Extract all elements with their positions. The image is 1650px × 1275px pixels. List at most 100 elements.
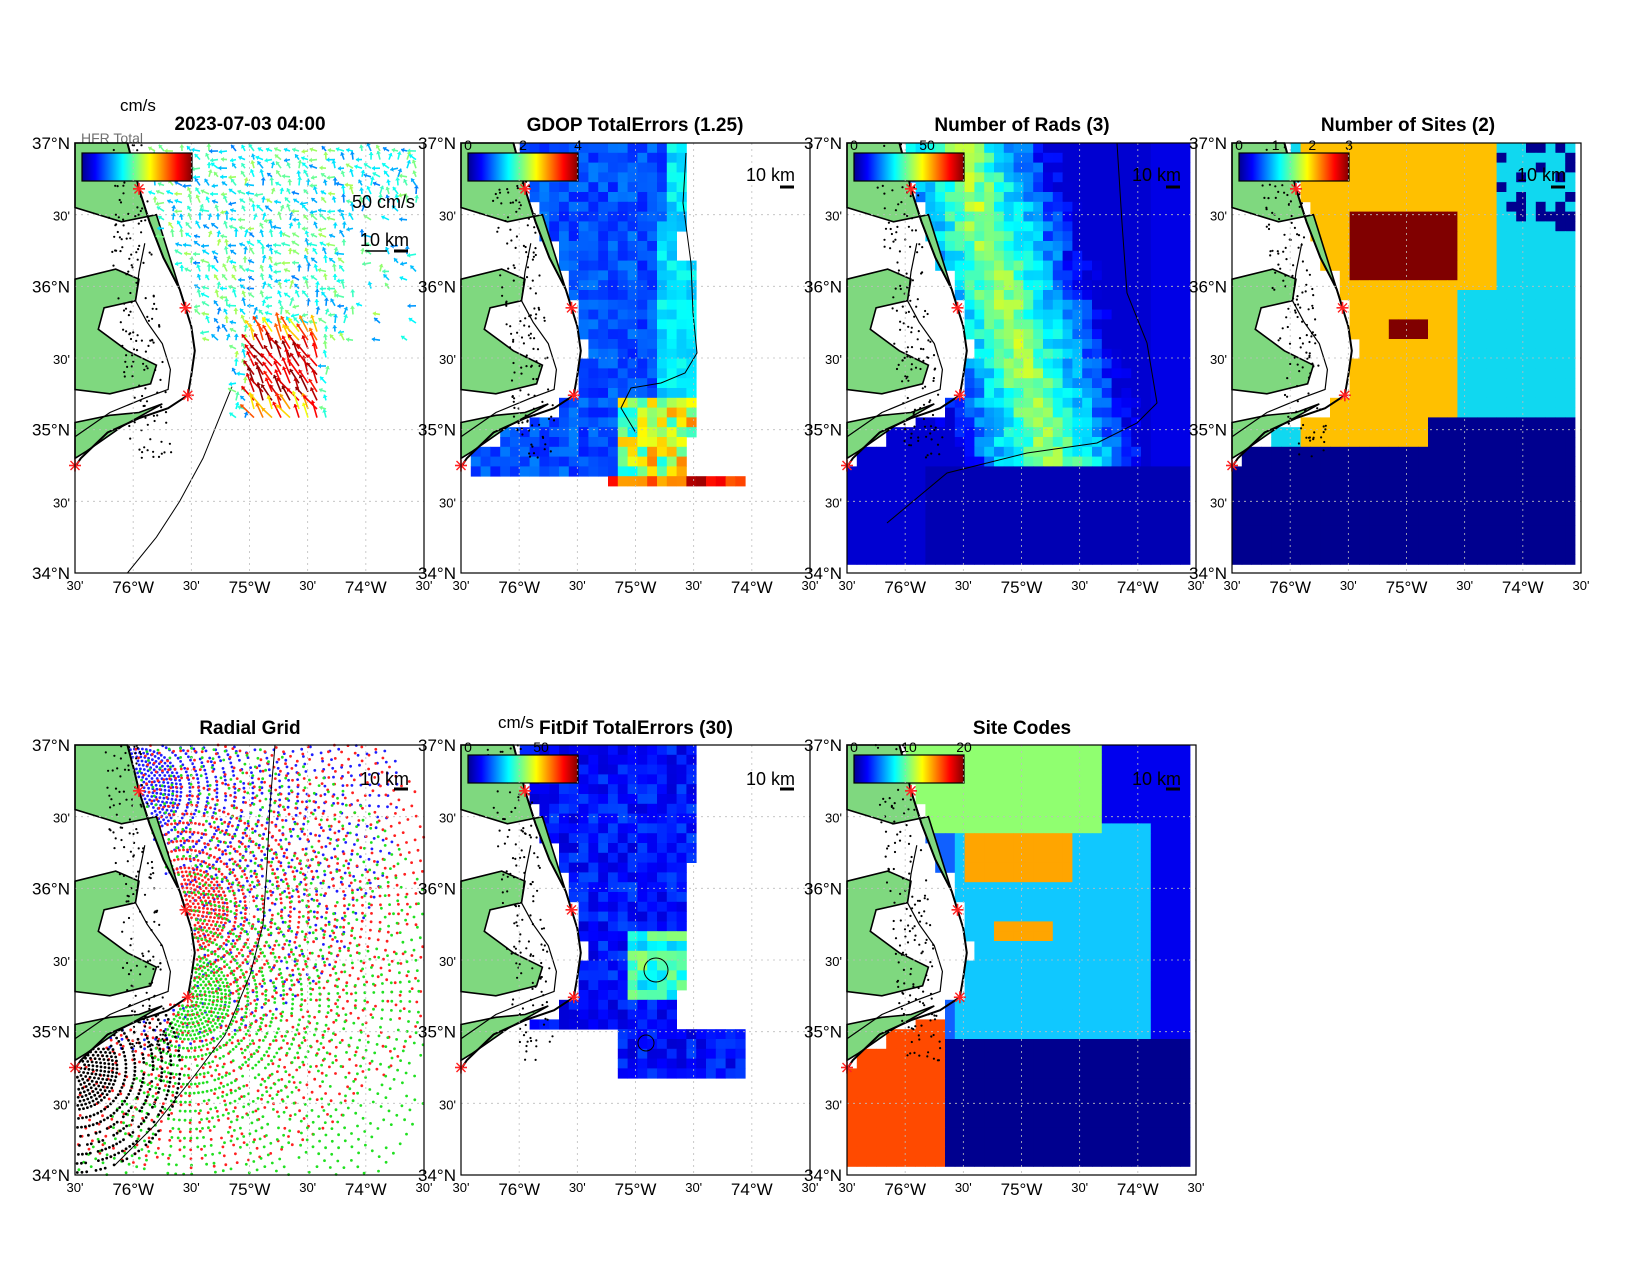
data-cell (1418, 476, 1429, 487)
coast-speck (892, 296, 895, 299)
data-cell (974, 280, 985, 291)
velocity-arrowhead (276, 378, 281, 382)
data-cell (1467, 495, 1478, 506)
velocity-arrowhead (350, 289, 356, 293)
data-cell (1398, 152, 1409, 163)
data-cell (1111, 299, 1122, 310)
data-cell (1330, 515, 1341, 526)
velocity-arrowhead (318, 208, 322, 213)
data-cell (1062, 152, 1073, 163)
data-cell (1349, 221, 1360, 232)
data-cell (1052, 486, 1063, 497)
data-cell (608, 348, 619, 359)
data-cell (886, 525, 897, 536)
data-cell (954, 260, 965, 271)
velocity-arrowhead (238, 155, 243, 161)
data-cell (627, 241, 638, 252)
data-cell (1467, 221, 1478, 232)
velocity-arrowhead (257, 240, 262, 244)
data-cell (1023, 152, 1034, 163)
data-cell (1043, 280, 1054, 291)
data-cell (1506, 397, 1517, 408)
data-cell (925, 466, 936, 477)
data-cell (1506, 339, 1517, 350)
coast-speck (922, 359, 925, 362)
data-cell (925, 535, 936, 546)
velocity-arrow (285, 348, 291, 367)
data-cell (974, 143, 985, 154)
data-cell (559, 417, 570, 428)
data-cell (1043, 535, 1054, 546)
data-cell (964, 456, 975, 467)
data-cell (1545, 446, 1556, 457)
data-cell (974, 201, 985, 212)
velocity-arrowhead (277, 281, 283, 286)
land-lower (74, 403, 163, 460)
data-cell (1457, 446, 1468, 457)
velocity-arrowhead (326, 157, 330, 163)
data-cell (1043, 231, 1054, 242)
velocity-arrowhead (320, 376, 325, 381)
data-cell (1418, 505, 1429, 516)
velocity-arrowhead (243, 246, 249, 250)
data-cell (1271, 456, 1282, 467)
data-cell (1121, 339, 1132, 350)
data-cell (974, 172, 985, 183)
coast-speck (1289, 200, 1292, 203)
data-cell (1457, 162, 1468, 173)
data-cell (1398, 417, 1409, 428)
coast-speck (168, 442, 171, 445)
data-cell (657, 319, 668, 330)
data-cell (608, 476, 619, 487)
data-cell (994, 172, 1005, 183)
data-cell (598, 378, 609, 389)
data-cell (1281, 456, 1292, 467)
data-cell (974, 378, 985, 389)
data-cell (925, 417, 936, 428)
velocity-arrowhead (310, 233, 315, 238)
velocity-arrowhead (308, 319, 313, 325)
data-cell (1111, 143, 1122, 154)
data-cell (608, 358, 619, 369)
data-cell (617, 241, 628, 252)
data-cell (935, 427, 946, 438)
velocity-arrowhead (288, 334, 293, 339)
data-cell (608, 397, 619, 408)
data-cell (1437, 446, 1448, 457)
data-cell (974, 446, 985, 457)
coast-speck (1296, 363, 1299, 366)
velocity-arrowhead (230, 157, 234, 163)
data-cell (647, 201, 658, 212)
data-cell (1232, 544, 1243, 555)
data-cell (1437, 348, 1448, 359)
data-cell (1388, 417, 1399, 428)
data-cell (1003, 299, 1014, 310)
contour-line (886, 142, 1158, 524)
data-cell (1506, 270, 1517, 281)
data-cell (1013, 339, 1024, 350)
data-cell (1408, 162, 1419, 173)
data-cell (1457, 388, 1468, 399)
data-cell (1131, 152, 1142, 163)
data-cell (1052, 466, 1063, 477)
velocity-arrowhead (304, 280, 309, 284)
coast-speck (921, 387, 924, 390)
velocity-arrowhead (253, 307, 258, 311)
coast-speck (154, 368, 157, 372)
data-cell (1023, 388, 1034, 399)
coast-speck (122, 309, 126, 312)
data-cell (657, 456, 668, 467)
data-cell (1408, 378, 1419, 389)
data-cell (1486, 486, 1497, 497)
data-cell (1281, 495, 1292, 506)
coast-speck (114, 213, 117, 216)
coast-speck (1296, 315, 1299, 319)
data-cell (1418, 427, 1429, 438)
data-cell (1496, 309, 1507, 320)
data-cell (1082, 495, 1093, 506)
data-cell (886, 456, 897, 467)
velocity-arrowhead (335, 181, 340, 187)
data-cell (1241, 446, 1252, 457)
coast-speck (147, 344, 150, 347)
data-cell (1437, 525, 1448, 536)
